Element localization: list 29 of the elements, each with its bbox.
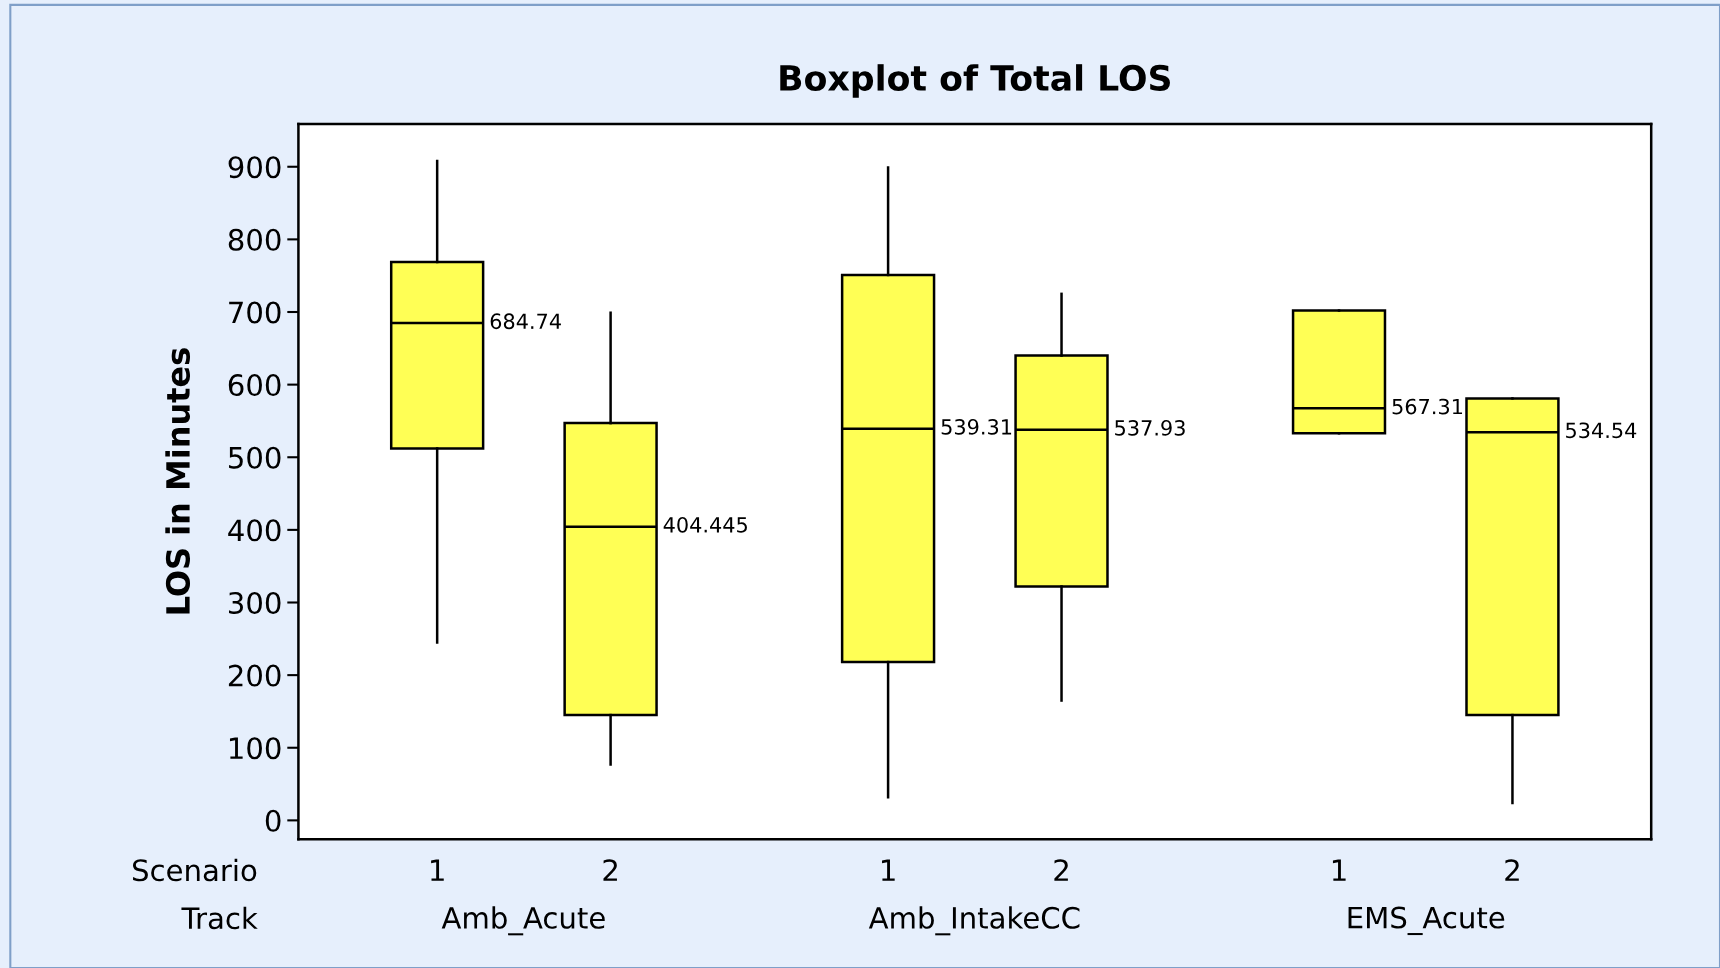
y-tick-label: 100: [229, 737, 281, 760]
text: Track: [181, 906, 258, 930]
y-tick-label: 500: [229, 446, 281, 469]
x-tick-label: 1: [882, 859, 895, 881]
x-tick-label: 2: [603, 859, 617, 881]
y-axis-title: LOS in Minutes: [165, 348, 191, 614]
text: Amb_IntakeCC: [868, 906, 1080, 936]
text: EMS_Acute: [1348, 906, 1505, 936]
y-tick-label: 900: [228, 156, 281, 179]
text: 537.93: [1115, 419, 1185, 436]
x-tick-label: 1: [431, 859, 444, 881]
chart-title: Boxplot of Total LOS: [780, 64, 1170, 98]
y-tick-label: 300: [229, 591, 281, 614]
y-tick-label: 200: [228, 664, 281, 687]
text: 684.74: [490, 313, 561, 330]
text: 404.445: [663, 516, 747, 533]
x-tick-label: 2: [1054, 859, 1068, 881]
text: 534.54: [1566, 422, 1637, 439]
text: Scenario: [132, 858, 257, 882]
text: 567.31: [1392, 398, 1463, 415]
y-tick-label: 600: [228, 374, 281, 397]
y-tick-label: 0: [265, 809, 281, 832]
x-tick-label: 2: [1505, 859, 1519, 881]
x-tick-label: 1: [1332, 859, 1346, 881]
text: Amb_Acute: [441, 906, 605, 936]
y-tick-label: 800: [228, 228, 281, 251]
y-tick-label: 700: [229, 301, 281, 324]
text: 539.31: [941, 418, 1012, 435]
y-tick-label: 400: [228, 519, 281, 542]
